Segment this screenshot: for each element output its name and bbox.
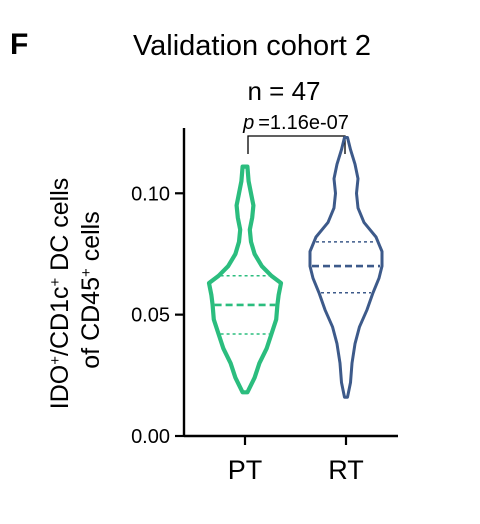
p-value: =1.16e-07 (258, 112, 349, 134)
y-axis-label-line-1: IDO+/CD1c+ DC cells (46, 178, 74, 409)
ylabel-part: /CD1c (46, 287, 74, 356)
chart-subtitle: n = 47 (247, 76, 320, 106)
violins (206, 136, 384, 399)
x-tick-label: RT (328, 455, 364, 485)
panel-label: F (10, 28, 28, 61)
ylabel-part: IDO (46, 365, 74, 409)
ylabel-part: of CD45 (77, 277, 105, 369)
x-axis-ticks: PT RT (228, 436, 364, 485)
significance-bracket (247, 135, 346, 154)
p-value-annotation: p =1.16e-07 (242, 112, 349, 134)
ylabel-superscript: + (47, 356, 64, 365)
y-axis-ticks: 0.00 0.05 0.10 (131, 183, 184, 448)
x-tick-label: PT (228, 455, 263, 485)
chart-title: Validation cohort 2 (133, 30, 371, 62)
y-axis-label: IDO+/CD1c+ DC cells of CD45+ cells (46, 171, 105, 409)
y-tick-label: 0.05 (131, 305, 170, 327)
ylabel-part: cells (77, 211, 105, 268)
y-tick-label: 0.10 (131, 183, 170, 205)
y-axis-label-line-2: of CD45+ cells (77, 211, 105, 368)
ylabel-part: DC cells (46, 178, 74, 278)
ylabel-superscript: + (78, 268, 95, 277)
ylabel-superscript: + (47, 278, 64, 287)
violin-pt (206, 164, 284, 395)
violin-rt (308, 136, 384, 399)
p-symbol: p (242, 112, 254, 134)
y-tick-label: 0.00 (131, 426, 170, 448)
